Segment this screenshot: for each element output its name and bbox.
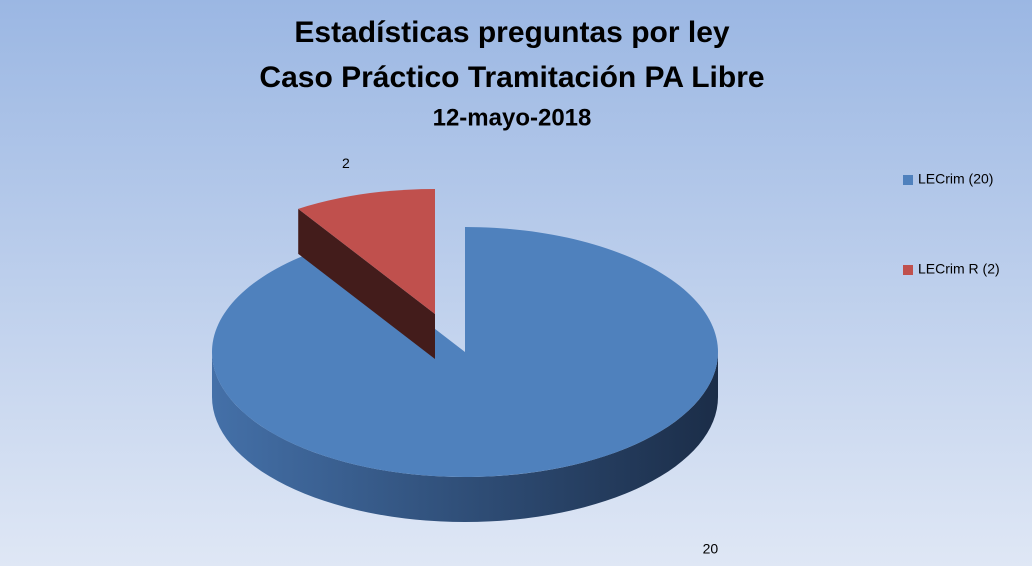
slice-top <box>212 227 718 477</box>
chart-date: 12-mayo-2018 <box>433 104 592 131</box>
legend-label: LECrim (20) <box>918 171 993 187</box>
pie-slice <box>298 189 435 359</box>
chart-title: Estadísticas preguntas por ley <box>294 16 729 49</box>
slice-top <box>298 189 435 314</box>
legend-label: LECrim R (2) <box>918 261 1000 277</box>
data-label: 2 <box>342 155 350 171</box>
slice-side <box>212 352 718 522</box>
chart-subtitle: Caso Práctico Tramitación PA Libre <box>259 61 764 94</box>
data-label: 20 <box>703 541 719 557</box>
legend-swatch <box>903 175 913 185</box>
pie-slice <box>212 227 718 522</box>
legend-swatch <box>903 265 913 275</box>
slice-side <box>298 208 435 359</box>
